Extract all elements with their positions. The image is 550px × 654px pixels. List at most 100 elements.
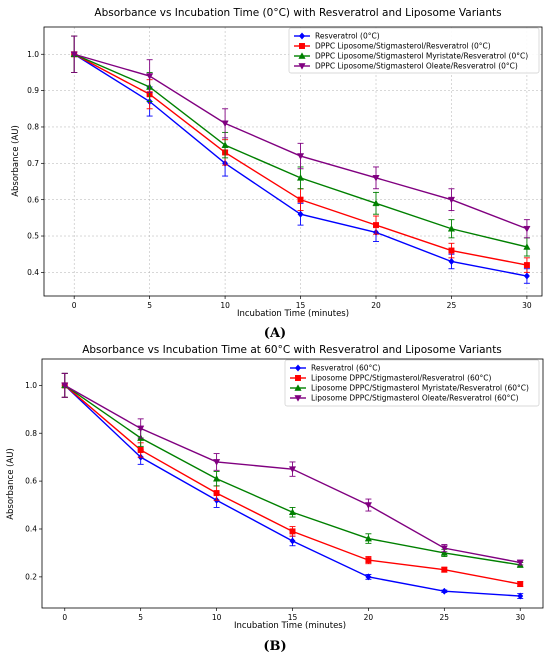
- y-tick-label: 0.6: [25, 477, 37, 486]
- chart-panel-a: Absorbance vs Incubation Time (0°C) with…: [11, 7, 543, 341]
- data-point: [440, 549, 448, 556]
- x-tick-label: 5: [147, 301, 152, 310]
- legend-item: DPPC Liposome/Stigmasterol Myristate/Res…: [294, 52, 528, 61]
- data-point: [523, 272, 530, 280]
- legend-marker: [299, 43, 305, 49]
- y-tick-label: 0.7: [27, 159, 39, 168]
- data-point: [523, 243, 531, 250]
- legend-item: DPPC Liposome/Stigmasterol/Resveratrol (…: [294, 42, 491, 51]
- legend-marker: [298, 32, 306, 40]
- legend-item: Resveratrol (60°C): [290, 364, 381, 373]
- legend-label: Liposome DPPC/Stigmasterol Myristate/Res…: [311, 384, 529, 393]
- x-tick-label: 10: [220, 301, 230, 310]
- data-point: [288, 466, 297, 473]
- legend-item: Liposome DPPC/Stigmasterol Myristate/Res…: [290, 384, 529, 393]
- y-tick-label: 1.0: [27, 50, 39, 59]
- x-tick-label: 20: [371, 301, 381, 310]
- x-axis-label-b: Incubation Time (minutes): [234, 621, 346, 631]
- legend-item: Liposome DPPC/Stigmasterol Oleate/Resver…: [290, 394, 519, 403]
- legend-b: Resveratrol (60°C)Liposome DPPC/Stigmast…: [284, 359, 540, 407]
- data-point: [296, 174, 305, 181]
- series-b-0: [61, 372, 524, 600]
- data-point: [146, 73, 154, 80]
- data-point: [516, 559, 524, 567]
- axis-ticks-b: 0 5 10 15 20 25 30 0.2 0.4 0.6 0.8 1.0: [25, 381, 525, 622]
- legend-label: DPPC Liposome/Stigmasterol/Resveratrol (…: [315, 42, 491, 51]
- data-point: [221, 141, 229, 148]
- legend-marker: [295, 375, 301, 381]
- data-point: [448, 247, 455, 254]
- data-point: [523, 225, 531, 233]
- x-axis-label-a: Incubation Time (minutes): [237, 309, 349, 319]
- y-tick-label: 0.2: [25, 572, 37, 581]
- series-group-a: [70, 35, 531, 284]
- legend-marker: [294, 364, 302, 372]
- legend-box: [284, 359, 540, 407]
- panel-label-a: (A): [264, 326, 286, 341]
- data-point: [373, 222, 379, 229]
- data-point: [447, 196, 456, 204]
- legend-label: Resveratrol (0°C): [315, 32, 380, 41]
- series-b-3: [61, 372, 524, 567]
- y-tick-label: 1.0: [25, 381, 37, 390]
- data-point: [440, 545, 448, 552]
- data-point: [372, 175, 380, 182]
- y-tick-label: 0.4: [27, 268, 39, 277]
- y-tick-label: 0.5: [27, 232, 39, 241]
- data-point: [296, 153, 305, 160]
- data-point: [70, 51, 78, 58]
- x-tick-label: 30: [515, 613, 525, 622]
- x-tick-label: 30: [522, 301, 532, 310]
- data-point: [441, 566, 448, 573]
- x-tick-label: 15: [288, 613, 298, 622]
- data-point: [212, 474, 221, 482]
- data-point: [372, 199, 380, 207]
- data-point: [523, 262, 530, 269]
- legend-marker: [298, 52, 306, 59]
- y-tick-label: 0.4: [25, 525, 37, 534]
- legend-item: Liposome DPPC/Stigmasterol/Resveratrol (…: [290, 374, 492, 383]
- data-point: [365, 557, 372, 564]
- data-point: [297, 210, 304, 218]
- data-point: [288, 508, 297, 516]
- data-point: [289, 537, 296, 545]
- legend-box: [288, 27, 540, 74]
- legend-a: Resveratrol (0°C)DPPC Liposome/Stigmaste…: [288, 27, 540, 74]
- legend-item: DPPC Liposome/Stigmasterol Oleate/Resver…: [294, 62, 518, 71]
- x-tick-label: 25: [447, 301, 457, 310]
- x-tick-label: 10: [212, 613, 222, 622]
- series-group-b: [61, 372, 524, 600]
- legend-label: Liposome DPPC/Stigmasterol/Resveratrol (…: [311, 374, 492, 383]
- data-point: [61, 382, 69, 390]
- chart-title-b: Absorbance vs Incubation Time at 60°C wi…: [82, 344, 502, 356]
- legend-marker: [294, 384, 302, 391]
- y-tick-label: 0.8: [25, 429, 37, 438]
- data-point: [447, 225, 456, 232]
- chart-panel-b: Absorbance vs Incubation Time at 60°C wi…: [6, 344, 544, 654]
- y-tick-label: 0.8: [27, 123, 39, 132]
- data-point: [364, 502, 373, 509]
- y-tick-label: 0.6: [27, 195, 39, 204]
- x-tick-label: 15: [296, 301, 306, 310]
- data-point: [289, 528, 296, 535]
- data-point: [137, 447, 144, 453]
- x-tick-label: 25: [440, 613, 450, 622]
- series-b-1: [61, 372, 524, 588]
- plot-frame-a: [43, 26, 543, 297]
- legend-marker: [294, 395, 302, 402]
- legend-item: Resveratrol (0°C): [294, 32, 380, 41]
- x-tick-label: 0: [72, 301, 77, 310]
- data-point: [221, 120, 229, 128]
- data-point: [441, 587, 448, 595]
- data-point: [212, 459, 221, 466]
- data-point: [297, 196, 304, 203]
- axis-ticks-a: 0 5 10 15 20 25 30 0.4 0.5 0.6 0.7 0.8 0.9 1.0: [27, 50, 532, 310]
- chart-title-a: Absorbance vs Incubation Time (0°C) with…: [94, 7, 501, 19]
- data-point: [364, 534, 373, 542]
- x-tick-label: 20: [364, 613, 374, 622]
- series-line: [64, 384, 521, 597]
- legend-label: Resveratrol (60°C): [311, 364, 381, 373]
- y-axis-label-b: Absorbance (AU): [6, 448, 16, 520]
- data-point: [517, 581, 524, 588]
